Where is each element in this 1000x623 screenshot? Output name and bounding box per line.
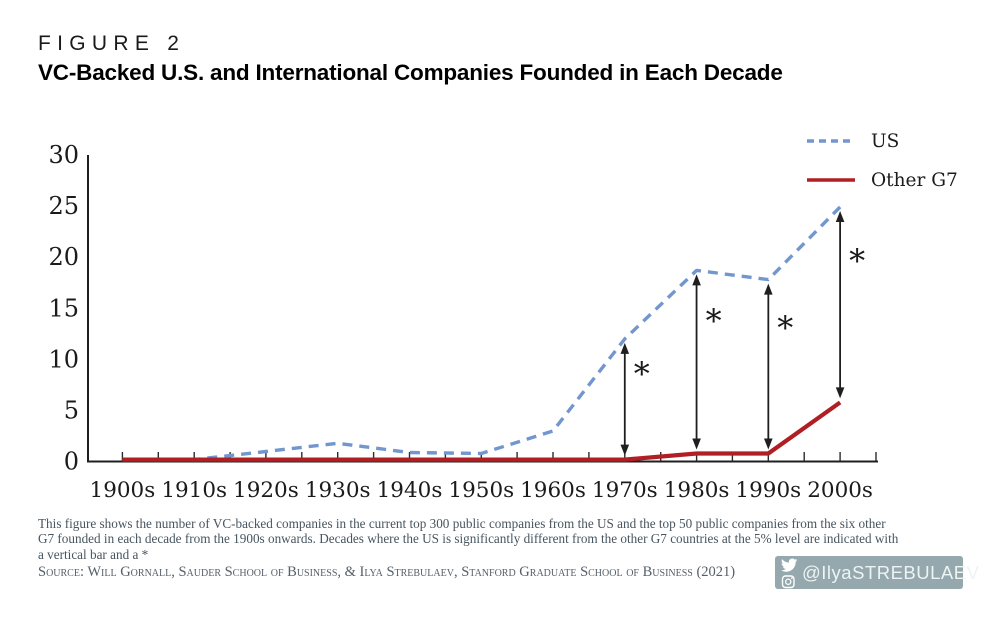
figure-title: VC-Backed U.S. and International Compani… [38,60,783,85]
x-tick-label: 1930s [305,478,371,503]
social-badge: @IlyaSTREBULAEV [775,556,979,589]
us-dashed-line-swatch [807,139,855,143]
x-tick-label: 1940s [377,478,443,503]
x-tick-label: 1920s [233,478,299,503]
figure-source: Source: Will Gornall, Sauder School of B… [38,564,736,580]
significance-arrow [620,342,630,456]
significance-asterisk: * [634,355,650,393]
legend-item-us: US [806,130,958,152]
y-tick-label: 15 [48,294,79,322]
g7-line [122,400,842,462]
significance-asterisk: * [777,309,793,347]
y-tick-label: 0 [64,448,79,476]
social-handle: @IlyaSTREBULAEV [802,561,980,583]
significance-arrow [692,274,701,450]
x-tick-label: 1960s [520,478,586,503]
significance-asterisk: * [849,242,865,280]
y-tick-label: 30 [48,141,79,169]
x-tick-label: 1900s [90,478,156,503]
x-tick-label: 1990s [735,478,801,503]
x-tick-label: 1970s [592,478,658,503]
axis-lines [87,155,878,463]
y-tick-label: 10 [48,345,79,373]
social-icons [781,558,798,589]
x-tick-label: 1910s [161,478,227,503]
instagram-icon [781,575,795,589]
legend-label-us: US [871,130,900,152]
significance-arrow [764,283,773,450]
legend-label-other-g7: Other G7 [871,169,958,191]
twitter-icon [781,558,798,572]
y-tick-label: 25 [48,192,79,220]
y-tick-label: 20 [48,243,79,271]
figure-footnote: This figure shows the number of VC-backe… [38,516,899,562]
figure-label: FIGURE 2 [38,32,186,55]
g7-solid-line-swatch [807,178,855,182]
us-line [122,205,842,462]
chart-legend: US Other G7 [806,130,958,191]
x-tick-label: 1950s [448,478,514,503]
x-tick-label: 2000s [807,478,873,503]
y-tick-label: 5 [64,397,79,425]
legend-item-other-g7: Other G7 [806,169,958,191]
significance-asterisk: * [706,302,722,340]
x-tick-label: 1980s [664,478,730,503]
significance-arrow [835,211,845,399]
